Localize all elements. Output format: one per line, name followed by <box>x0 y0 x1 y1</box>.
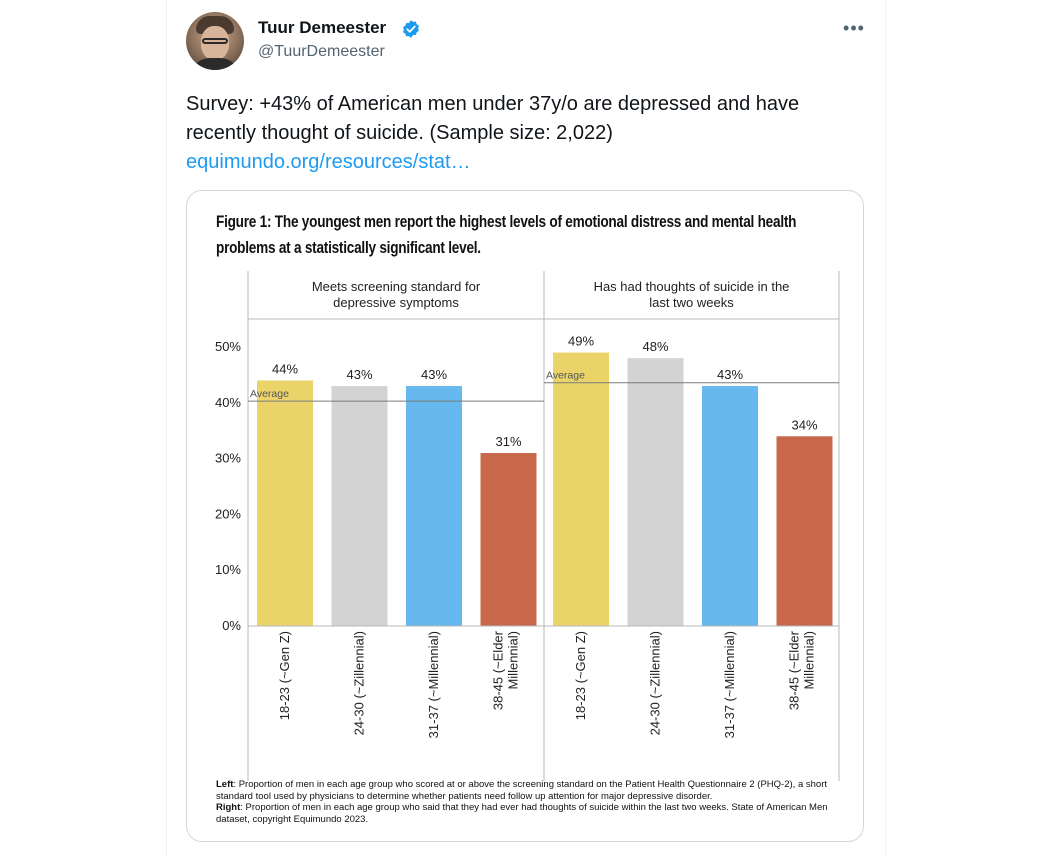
tweet-body: Survey: +43% of American men under 37y/o… <box>186 93 800 144</box>
x-tick-label: 24-30 (~Zillennial) <box>352 631 367 735</box>
bar-value-label: 34% <box>791 417 817 432</box>
average-label: Average <box>546 370 585 382</box>
bar-value-label: 44% <box>272 361 298 376</box>
caption-left-label: Left <box>216 779 234 790</box>
more-options-icon[interactable]: ••• <box>843 17 865 38</box>
bar-value-label: 49% <box>568 334 594 349</box>
bar <box>331 386 388 626</box>
verified-badge-icon[interactable] <box>401 19 421 39</box>
y-tick-label: 40% <box>215 395 241 410</box>
panel-title: depressive symptoms <box>333 295 459 310</box>
x-tick-label: 31-37 (~Millennial) <box>722 631 737 738</box>
bar <box>702 386 758 626</box>
x-tick-label: 18-23 (~Gen Z) <box>277 631 292 720</box>
bar <box>480 453 537 626</box>
bar-chart: 0% 10% 20% 30% 40% 50% Meets screening standar… <box>215 271 840 781</box>
y-tick-label: 10% <box>215 562 241 577</box>
x-tick-label: 38-45 (~Elder <box>787 630 802 710</box>
caption-left-text: : Proportion of men in each age group wh… <box>216 779 827 802</box>
bar-value-label: 43% <box>717 367 743 382</box>
avatar-shirt <box>190 58 240 70</box>
bar <box>776 436 833 626</box>
y-tick-label: 30% <box>215 451 241 466</box>
tweet-text: Survey: +43% of American men under 37y/o… <box>186 90 846 177</box>
timeline-border-left <box>166 0 167 856</box>
timeline-border-right <box>885 0 886 856</box>
author-name[interactable]: Tuur Demeester <box>258 18 387 37</box>
average-label: Average <box>250 388 289 400</box>
bar-value-label: 48% <box>642 339 668 354</box>
x-tick-label: 18-23 (~Gen Z) <box>573 631 588 720</box>
bar <box>553 352 609 626</box>
bar <box>257 380 313 626</box>
bar-value-label: 31% <box>495 434 521 449</box>
x-tick-label: 38-45 (~Elder <box>491 630 506 710</box>
avatar-glasses <box>202 38 228 44</box>
x-tick-label: Millennial) <box>802 631 817 690</box>
x-tick-label: 24-30 (~Zillennial) <box>648 631 663 735</box>
y-tick-label: 0% <box>222 618 241 633</box>
y-tick-label: 50% <box>215 339 241 354</box>
bar-value-label: 43% <box>346 367 372 382</box>
caption-right-label: Right <box>216 802 241 813</box>
caption-right-text: : Proportion of men in each age group wh… <box>216 802 828 825</box>
y-tick-label: 20% <box>215 506 241 521</box>
figure-caption: Left: Proportion of men in each age grou… <box>216 779 841 825</box>
panel-title: last two weeks <box>649 295 734 310</box>
panel-title: Has had thoughts of suicide in the <box>594 279 790 294</box>
author-handle[interactable]: @TuurDemeester <box>258 43 385 60</box>
tweet-media-image[interactable]: Figure 1: The youngest men report the hi… <box>186 190 864 842</box>
avatar[interactable] <box>186 12 244 70</box>
bar-value-label: 43% <box>421 367 447 382</box>
figure-title: Figure 1: The youngest men report the hi… <box>216 212 797 257</box>
x-tick-label: Millennial) <box>506 631 521 690</box>
bar <box>627 358 684 626</box>
tweet-link[interactable]: equimundo.org/resources/stat… <box>186 151 471 173</box>
x-tick-label: 31-37 (~Millennial) <box>426 631 441 738</box>
panel-title: Meets screening standard for <box>312 279 481 294</box>
bar <box>406 386 462 626</box>
